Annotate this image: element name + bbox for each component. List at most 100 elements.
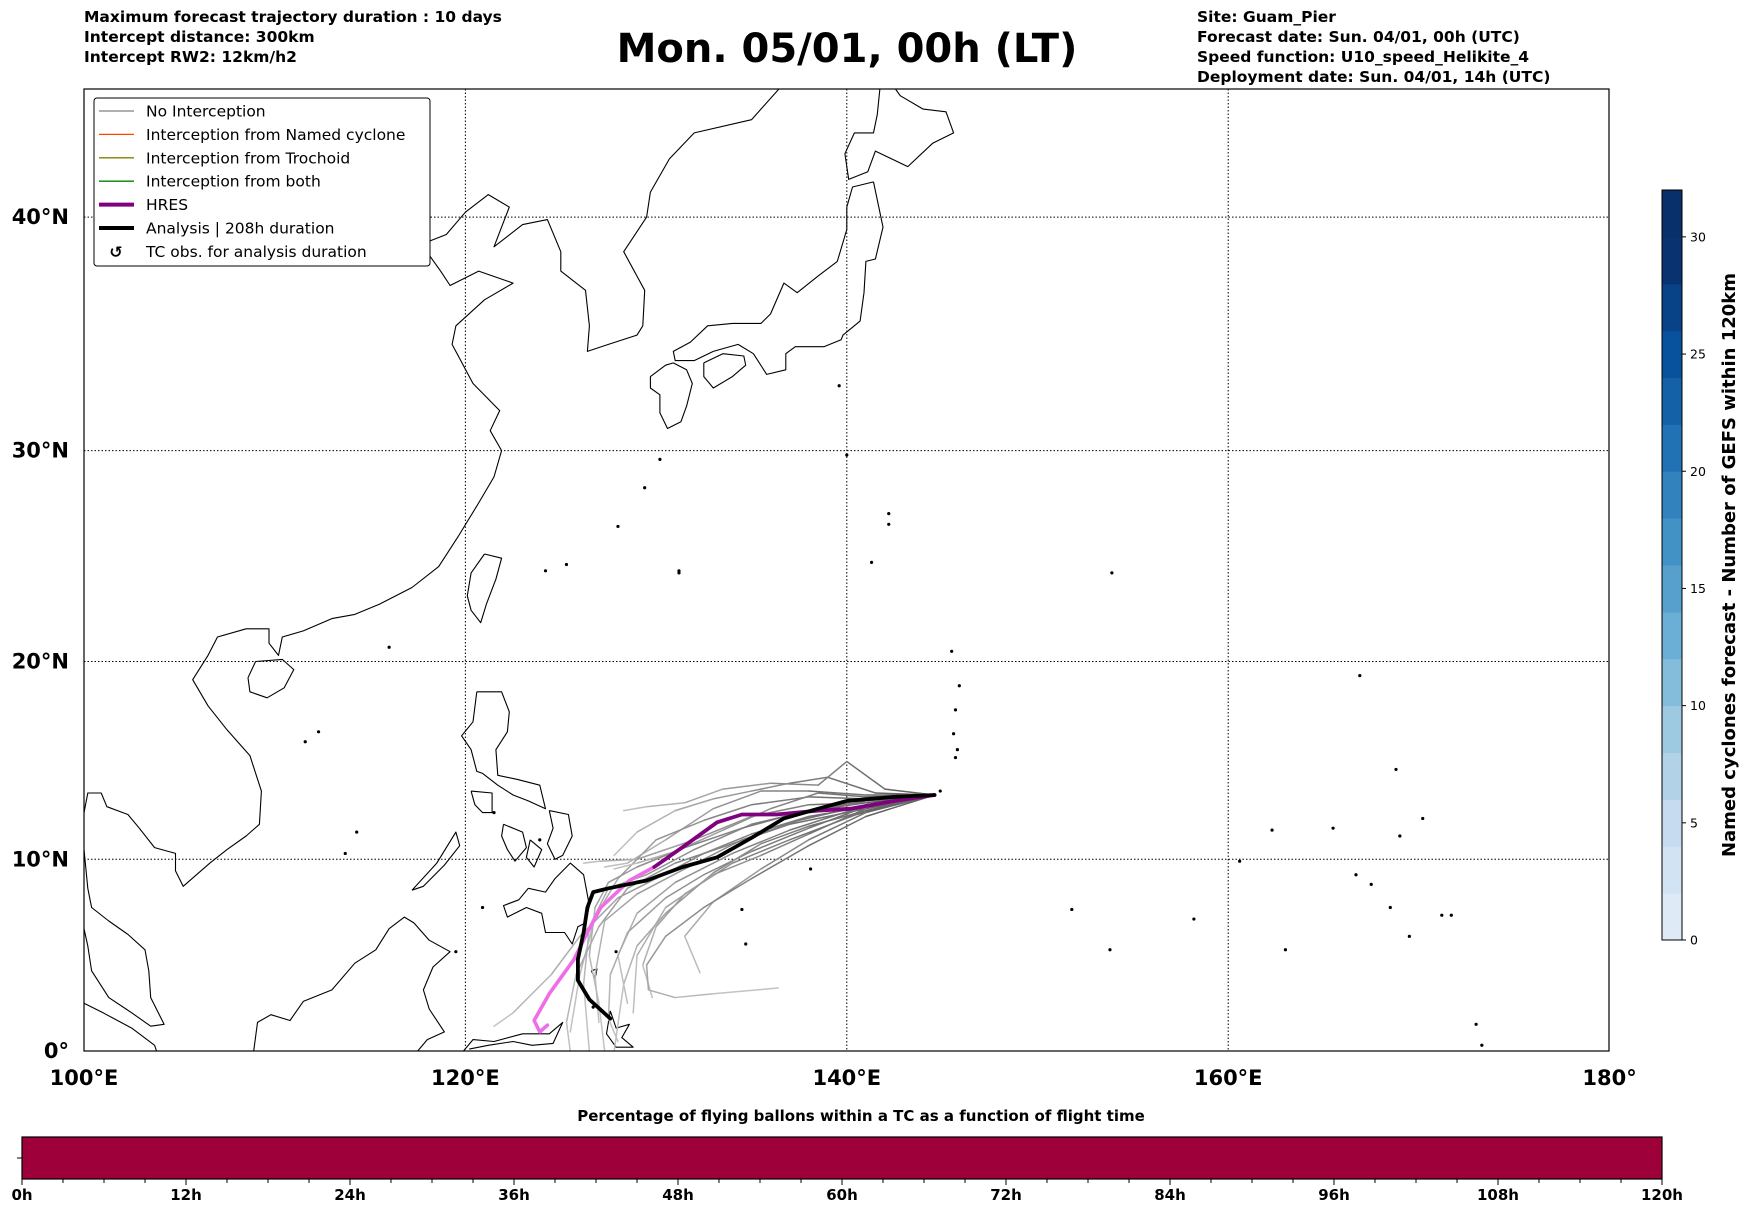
island-marker — [543, 569, 548, 573]
trajectory-segment — [594, 973, 600, 1024]
lat-tick-label: 20°N — [12, 649, 69, 673]
island-marker — [740, 907, 744, 912]
colorbar-bin — [1662, 799, 1682, 847]
colorbar-label: Named cyclones forecast - Number of GEFS… — [1719, 273, 1740, 857]
timebar: 0h 12h 24h 36h 48h 60h 72h 84h 96h 108h 120h — [11, 1136, 1683, 1204]
timebar-title: Percentage of flying ballons within a TC… — [577, 1107, 1145, 1125]
lon-tick-label: 160°E — [1194, 1066, 1263, 1090]
colorbar-bin — [1662, 377, 1682, 425]
colorbar: 0 5 10 15 20 25 30 — [1661, 189, 1706, 948]
trajectory-segment — [712, 987, 779, 995]
intercept-distance-text: Intercept distance: 300km — [84, 28, 315, 46]
coastline — [546, 810, 573, 860]
island-marker — [564, 562, 569, 567]
island-marker — [355, 830, 359, 834]
coastline — [461, 691, 547, 810]
trajectory-segment — [594, 881, 610, 909]
trajectory-segment — [512, 973, 552, 1014]
run-info-left: Maximum forecast trajectory duration : 1… — [84, 8, 502, 66]
timebar-tick-label: 84h — [1154, 1186, 1186, 1204]
trajectory-segment — [750, 827, 810, 853]
trajectory-segment — [807, 815, 867, 847]
island-marker — [492, 810, 496, 815]
colorbar-bin — [1662, 658, 1682, 707]
trajectory-segment — [607, 866, 638, 884]
island-marker — [614, 950, 618, 954]
trajectory-segment — [636, 881, 676, 915]
island-marker — [955, 748, 960, 752]
timebar-tick-label: 96h — [1318, 1186, 1350, 1204]
island-marker — [1108, 948, 1112, 952]
trajectory-segment — [582, 983, 591, 1051]
island-marker — [1398, 834, 1402, 838]
colorbar-tick-label: 25 — [1690, 347, 1706, 362]
legend-label: Interception from Named cyclone — [146, 126, 405, 144]
lat-tick-label: 0° — [44, 1039, 69, 1063]
trajectory-segment — [636, 912, 667, 947]
island-marker — [1449, 913, 1453, 917]
island-marker — [616, 524, 620, 529]
island-marker — [1283, 948, 1288, 952]
island-marker — [343, 851, 347, 856]
trajectory-segment — [664, 872, 715, 915]
trajectory-segment — [609, 931, 629, 976]
ensemble-trajectory — [622, 760, 936, 812]
trajectory-segment — [674, 852, 734, 884]
legend-label: TC obs. for analysis duration — [145, 243, 367, 261]
colorbar-bin — [1662, 471, 1682, 519]
colorbar-tick-label: 0 — [1690, 933, 1698, 948]
island-marker — [658, 457, 662, 462]
trajectory-segment — [769, 782, 819, 786]
island-marker — [950, 649, 954, 653]
lat-tick-label: 10°N — [12, 847, 69, 871]
coastline — [84, 1002, 158, 1051]
colorbar-tick-label: 15 — [1690, 581, 1706, 596]
axis-labels: 100°E 120°E 140°E 160°E 180° 0° 10°N 20°N 30°N 40… — [12, 205, 1637, 1090]
trajectory-segment — [817, 760, 848, 786]
trajectory-segment — [703, 804, 753, 822]
trajectory-segment — [760, 833, 810, 857]
timebar-tick-label: 12h — [170, 1186, 202, 1204]
trajectory-segment — [750, 796, 810, 806]
trajectory-segment — [807, 805, 867, 829]
legend: No Interception Interception from Named c… — [93, 97, 431, 267]
island-marker — [316, 730, 321, 734]
colorbar-bin — [1662, 611, 1682, 660]
coastline — [703, 353, 747, 389]
legend-box — [93, 97, 431, 267]
figure-title: Mon. 05/01, 00h (LT) — [617, 26, 1078, 72]
trajectory-segment — [582, 925, 591, 985]
graticule — [84, 89, 1609, 1051]
island-marker — [957, 684, 961, 688]
trajectory-segment — [826, 776, 877, 794]
legend-label: No Interception — [146, 103, 266, 121]
island-marker — [1110, 571, 1114, 575]
trajectory-segment — [565, 973, 577, 1024]
island-marker — [303, 740, 307, 744]
island-marker — [591, 1005, 595, 1009]
trajectory-segment — [632, 954, 638, 1014]
trajectory-segment — [613, 983, 625, 1051]
trajectory-segment — [582, 860, 600, 864]
trajectory-segment — [712, 790, 753, 800]
trajectory-segment — [575, 925, 600, 976]
trajectory-segment — [655, 819, 705, 841]
timebar-tick-label: 0h — [11, 1186, 32, 1204]
lon-tick-label: 100°E — [50, 1066, 119, 1090]
colorbar-tick-label: 5 — [1690, 815, 1698, 830]
timebar-fill — [21, 1136, 1663, 1180]
coastline — [525, 839, 543, 868]
island-marker — [1394, 767, 1398, 772]
legend-label: HRES — [146, 196, 188, 214]
timebar-tick-label: 24h — [334, 1186, 366, 1204]
colorbar-bin — [1662, 283, 1682, 332]
island-marker — [1369, 882, 1373, 886]
lon-tick-label: 120°E — [431, 1066, 500, 1090]
island-marker — [953, 755, 958, 760]
trajectory-segment — [598, 858, 638, 862]
island-marker — [1480, 1043, 1484, 1047]
island-marker — [1331, 826, 1335, 830]
trajectory-segment — [579, 897, 619, 938]
forecast-date-text: Forecast date: Sun. 04/01, 00h (UTC) — [1197, 28, 1520, 46]
trajectory-segment — [617, 839, 657, 880]
